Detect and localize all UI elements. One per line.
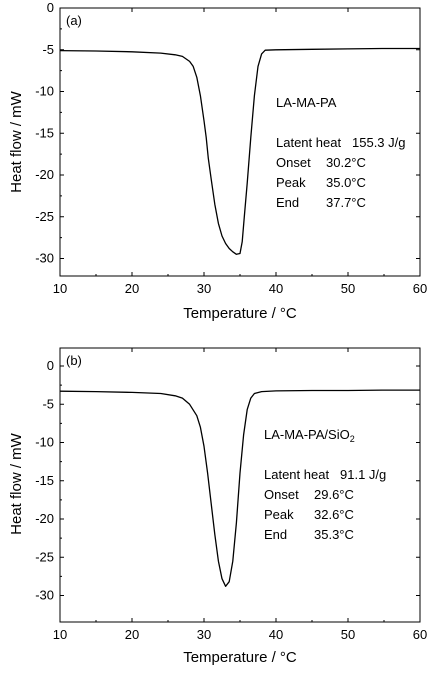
annotation-value: 35.3°C xyxy=(314,527,354,542)
y-tick-label: 0 xyxy=(47,0,54,15)
annotation-value: 29.6°C xyxy=(314,487,354,502)
x-axis-label: Temperature / °C xyxy=(183,649,297,666)
annotation-label: Peak xyxy=(264,507,294,522)
y-tick-label: -5 xyxy=(42,42,54,57)
annotation-label: Latent heat xyxy=(276,135,341,150)
x-tick-label: 50 xyxy=(341,281,355,296)
annotation-label: Onset xyxy=(276,155,311,170)
panel-label: (b) xyxy=(66,353,82,368)
y-axis-label: Heat flow / mW xyxy=(8,432,25,535)
annotation-value: 155.3 J/g xyxy=(352,135,406,150)
x-tick-label: 30 xyxy=(197,627,211,642)
y-tick-label: -10 xyxy=(35,84,54,99)
sample-name: LA-MA-PA/SiO2 xyxy=(264,427,355,444)
annotation-label: Onset xyxy=(264,487,299,502)
annotation-label: End xyxy=(276,195,299,210)
y-tick-label: -25 xyxy=(35,209,54,224)
y-tick-label: -25 xyxy=(35,549,54,564)
y-axis-label: Heat flow / mW xyxy=(8,90,25,193)
panel-a: 10 20 30 40 50 60 0 -5 -10 -15 -20 -25 -30 Temperatur… xyxy=(8,0,427,322)
x-axis-label: Temperature / °C xyxy=(183,305,297,322)
annotation-value: 35.0°C xyxy=(326,175,366,190)
y-tick-label: -30 xyxy=(35,588,54,603)
y-tick-label: -10 xyxy=(35,435,54,450)
x-tick-label: 40 xyxy=(269,281,283,296)
sample-name: LA-MA-PA xyxy=(276,95,337,110)
y-tick-label: -5 xyxy=(42,396,54,411)
x-tick-label: 20 xyxy=(125,281,139,296)
x-tick-label: 40 xyxy=(269,627,283,642)
y-tick-label: -20 xyxy=(35,511,54,526)
panel-label: (a) xyxy=(66,13,82,28)
panel-b: 10 20 30 40 50 60 0 -5 -10 -15 -20 -25 -30 Temperatur… xyxy=(8,347,427,666)
x-tick-label: 10 xyxy=(53,627,67,642)
annotation-label: Latent heat xyxy=(264,467,329,482)
y-tick-label: -15 xyxy=(35,473,54,488)
y-tick-label: 0 xyxy=(47,358,54,373)
x-tick-label: 50 xyxy=(341,627,355,642)
x-tick-label: 60 xyxy=(413,627,427,642)
x-tick-label: 30 xyxy=(197,281,211,296)
series-line xyxy=(59,389,420,587)
y-tick-label: -30 xyxy=(35,251,54,266)
annotation-label: Peak xyxy=(276,175,306,190)
x-tick-label: 20 xyxy=(125,627,139,642)
y-tick-label: -15 xyxy=(35,125,54,140)
sample-name-subscript: 2 xyxy=(350,434,355,444)
annotation-value: 37.7°C xyxy=(326,195,366,210)
x-tick-label: 10 xyxy=(53,281,67,296)
annotation-value: 91.1 J/g xyxy=(340,467,386,482)
x-tick-label: 60 xyxy=(413,281,427,296)
annotation-label: End xyxy=(264,527,287,542)
series-line xyxy=(59,47,420,255)
annotation-value: 30.2°C xyxy=(326,155,366,170)
annotation-value: 32.6°C xyxy=(314,507,354,522)
y-tick-label: -20 xyxy=(35,167,54,182)
plot-frame xyxy=(59,347,421,623)
